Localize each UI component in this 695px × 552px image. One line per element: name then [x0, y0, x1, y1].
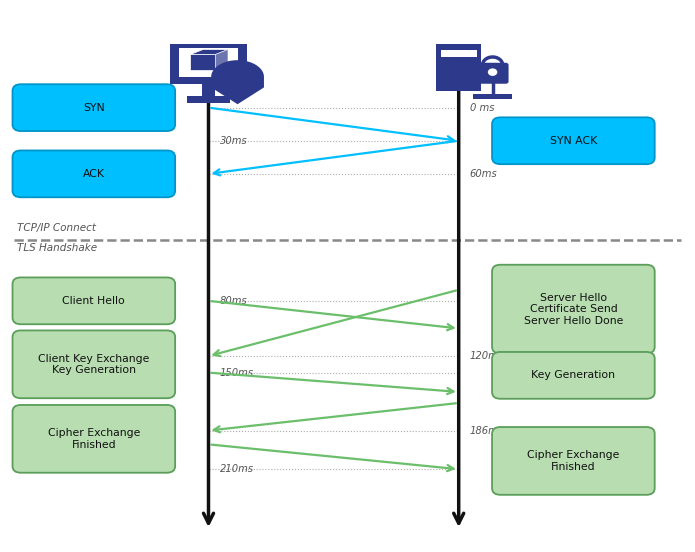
FancyBboxPatch shape	[13, 151, 175, 197]
Text: Client Key Exchange
Key Generation: Client Key Exchange Key Generation	[38, 353, 149, 375]
Circle shape	[488, 68, 498, 76]
FancyBboxPatch shape	[482, 70, 497, 73]
Text: TLS Handshake: TLS Handshake	[17, 243, 97, 253]
Text: Cipher Exchange
Finished: Cipher Exchange Finished	[528, 450, 619, 472]
Text: SYN: SYN	[83, 103, 105, 113]
Text: Server Hello
Certificate Send
Server Hello Done: Server Hello Certificate Send Server Hel…	[524, 293, 623, 326]
FancyBboxPatch shape	[492, 265, 655, 353]
Text: 186ms: 186ms	[470, 426, 504, 436]
FancyBboxPatch shape	[477, 63, 509, 84]
Text: Client Hello: Client Hello	[63, 296, 125, 306]
FancyBboxPatch shape	[188, 96, 229, 103]
FancyBboxPatch shape	[13, 278, 175, 324]
FancyBboxPatch shape	[492, 352, 655, 399]
FancyBboxPatch shape	[473, 94, 512, 99]
FancyBboxPatch shape	[190, 55, 215, 71]
FancyBboxPatch shape	[13, 84, 175, 131]
Text: 0 ms: 0 ms	[470, 103, 494, 113]
FancyBboxPatch shape	[492, 427, 655, 495]
FancyBboxPatch shape	[13, 331, 175, 398]
Text: 30ms: 30ms	[220, 136, 247, 146]
Polygon shape	[215, 50, 228, 71]
Polygon shape	[211, 60, 264, 104]
FancyBboxPatch shape	[179, 48, 238, 77]
Text: 120ms: 120ms	[470, 351, 504, 361]
Text: 210ms: 210ms	[220, 464, 254, 474]
Text: TCP/IP Connect: TCP/IP Connect	[17, 224, 97, 233]
FancyBboxPatch shape	[202, 84, 215, 96]
Text: 80ms: 80ms	[220, 296, 247, 306]
FancyBboxPatch shape	[13, 405, 175, 473]
Text: SYN ACK: SYN ACK	[550, 136, 597, 146]
FancyBboxPatch shape	[436, 44, 482, 91]
FancyBboxPatch shape	[482, 77, 497, 81]
FancyBboxPatch shape	[492, 118, 655, 164]
FancyBboxPatch shape	[170, 44, 247, 84]
Text: 60ms: 60ms	[470, 169, 498, 179]
FancyBboxPatch shape	[441, 50, 477, 57]
Text: 150ms: 150ms	[220, 368, 254, 378]
Polygon shape	[190, 50, 228, 55]
Text: ACK: ACK	[83, 169, 105, 179]
Text: Key Generation: Key Generation	[532, 370, 615, 380]
Text: Cipher Exchange
Finished: Cipher Exchange Finished	[48, 428, 140, 450]
